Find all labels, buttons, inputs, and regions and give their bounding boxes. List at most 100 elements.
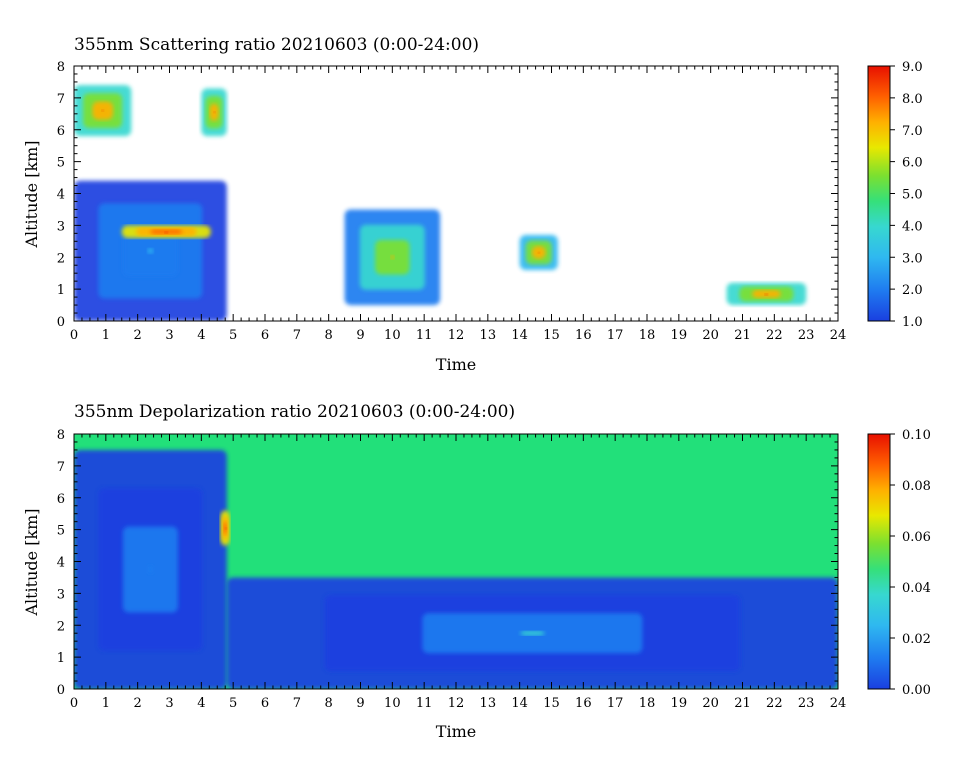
y-axis-label: Altitude [km]: [22, 508, 41, 616]
colorbar-tick-label: 0.06: [902, 530, 931, 545]
colorbar-tick-label: 4.0: [902, 219, 923, 234]
x-tick-label: 21: [734, 328, 751, 343]
y-tick-label: 4: [57, 188, 65, 203]
x-tick-label: 24: [830, 696, 847, 711]
x-tick-label: 3: [165, 328, 173, 343]
heatmap-field: [74, 85, 807, 321]
colorbar-tick-label: 0.00: [902, 683, 931, 698]
heatmap-cell: [147, 248, 154, 254]
heatmap-cell: [147, 564, 154, 575]
scattering-ratio-panel: 355nm Scattering ratio 20210603 (0:00-24…: [22, 35, 923, 374]
y-tick-label: 7: [57, 460, 65, 475]
chart-title: 355nm Depolarization ratio 20210603 (0:0…: [74, 402, 515, 422]
y-tick-label: 0: [57, 683, 65, 698]
y-tick-label: 5: [57, 156, 65, 171]
x-tick-label: 18: [639, 328, 656, 343]
x-tick-label: 7: [293, 328, 301, 343]
chart-title: 355nm Scattering ratio 20210603 (0:00-24…: [74, 35, 479, 55]
x-tick-label: 18: [639, 696, 656, 711]
heatmap-cell: [764, 293, 768, 296]
colorbar-tick-label: 5.0: [902, 188, 923, 203]
x-tick-label: 8: [325, 328, 333, 343]
x-tick-label: 7: [293, 696, 301, 711]
x-tick-label: 12: [448, 328, 465, 343]
x-tick-label: 24: [830, 328, 847, 343]
colorbar-ticks: 0.00 0.02 0.04 0.06 0.08 0.10: [890, 428, 931, 698]
colorbar-ticks: 1.0 2.0 3.0 4.0 5.0 6.0 7.0 8.0 9.0: [890, 60, 923, 330]
heatmap-cell: [538, 251, 541, 254]
x-tick-label: 6: [261, 328, 269, 343]
x-tick-label: 20: [702, 696, 719, 711]
y-tick-label: 7: [57, 92, 65, 107]
x-tick-label: 15: [543, 328, 560, 343]
x-tick-label: 19: [671, 696, 688, 711]
x-tick-label: 2: [134, 328, 142, 343]
axes: 0 1 2 3 4 5 6 7 8 9 10 11 12 13 14 15 16 17 18 19 20 21 22 23 24…: [57, 60, 847, 343]
x-tick-label: 5: [229, 696, 237, 711]
x-tick-label: 9: [356, 696, 364, 711]
heatmap-cell: [164, 231, 169, 234]
x-axis-label: Time: [436, 355, 476, 374]
x-tick-label: 0: [70, 328, 78, 343]
heatmap-cell: [390, 255, 395, 260]
y-tick-label: 3: [57, 587, 65, 602]
x-tick-label: 13: [480, 696, 497, 711]
x-tick-label: 4: [197, 328, 205, 343]
x-tick-label: 13: [480, 328, 497, 343]
depolarization-ratio-panel: 355nm Depolarization ratio 20210603 (0:0…: [22, 402, 931, 741]
colorbar-tick-label: 0.02: [902, 632, 931, 647]
heatmap-cell: [101, 109, 104, 112]
x-tick-label: 12: [448, 696, 465, 711]
x-tick-label: 14: [511, 328, 528, 343]
heatmap-cell: [520, 630, 545, 636]
y-tick-label: 8: [57, 60, 65, 75]
heatmap-field: [74, 449, 838, 689]
y-tick-label: 5: [57, 524, 65, 539]
x-tick-label: 19: [671, 328, 688, 343]
colorbar-tick-label: 1.0: [902, 315, 923, 330]
x-tick-label: 22: [766, 328, 783, 343]
x-tick-label: 4: [197, 696, 205, 711]
y-axis-label: Altitude [km]: [22, 140, 41, 248]
y-tick-label: 3: [57, 219, 65, 234]
x-tick-label: 16: [575, 328, 592, 343]
y-tick-label: 1: [57, 283, 65, 298]
colorbar-tick-label: 8.0: [902, 92, 923, 107]
colorbar-tick-label: 0.04: [902, 581, 931, 596]
heatmap-cell: [225, 527, 228, 530]
x-tick-label: 17: [607, 696, 624, 711]
x-tick-label: 0: [70, 696, 78, 711]
x-tick-label: 1: [102, 696, 110, 711]
x-tick-label: 10: [384, 328, 401, 343]
y-tick-label: 1: [57, 651, 65, 666]
x-tick-label: 16: [575, 696, 592, 711]
x-tick-label: 1: [102, 328, 110, 343]
x-tick-label: 23: [798, 328, 815, 343]
colorbar-tick-label: 0.10: [902, 428, 931, 443]
colorbar-tick-label: 7.0: [902, 124, 923, 139]
x-tick-label: 9: [356, 328, 364, 343]
colorbar-tick-label: 3.0: [902, 251, 923, 266]
x-tick-label: 20: [702, 328, 719, 343]
x-tick-label: 17: [607, 328, 624, 343]
x-tick-label: 11: [416, 328, 433, 343]
y-tick-label: 6: [57, 124, 65, 139]
colorbar: [867, 65, 891, 322]
colorbar-tick-label: 2.0: [902, 283, 923, 298]
y-tick-label: 2: [57, 251, 65, 266]
y-tick-label: 6: [57, 492, 65, 507]
x-tick-label: 21: [734, 696, 751, 711]
y-tick-label: 8: [57, 428, 65, 443]
x-tick-label: 2: [134, 696, 142, 711]
colorbar: [867, 433, 891, 690]
colorbar-tick-label: 6.0: [902, 156, 923, 171]
x-tick-label: 22: [766, 696, 783, 711]
x-tick-label: 6: [261, 696, 269, 711]
y-tick-label: 4: [57, 556, 65, 571]
x-tick-label: 14: [511, 696, 528, 711]
x-tick-label: 10: [384, 696, 401, 711]
x-tick-label: 15: [543, 696, 560, 711]
colorbar-tick-label: 0.08: [902, 479, 931, 494]
x-tick-label: 11: [416, 696, 433, 711]
